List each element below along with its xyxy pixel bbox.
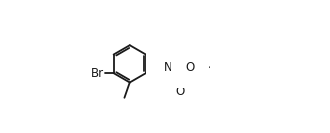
Text: H: H xyxy=(164,57,172,67)
Text: O: O xyxy=(175,85,184,98)
Text: Br: Br xyxy=(91,67,104,80)
Text: O: O xyxy=(185,61,194,74)
Text: N: N xyxy=(163,61,172,74)
